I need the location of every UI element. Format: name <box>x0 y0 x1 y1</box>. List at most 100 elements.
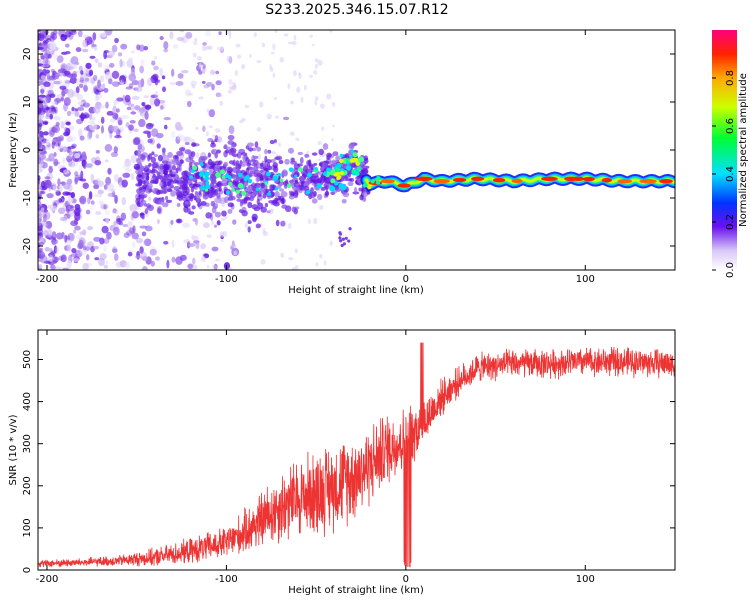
spectrogram-cell <box>44 34 52 41</box>
spectrogram-peak <box>351 168 356 174</box>
spectrogram-cell <box>38 107 46 115</box>
spectrogram-cell <box>164 124 168 130</box>
spectrogram-cell <box>43 230 49 237</box>
spectrogram-cell <box>188 183 196 189</box>
spectrogram-cell <box>184 201 191 205</box>
spectrogram-cell <box>227 134 235 141</box>
spectrogram-cell <box>297 151 304 156</box>
spectrogram-cell <box>50 127 58 133</box>
spectrogram-peak <box>336 175 341 181</box>
spectrogram-cell <box>122 223 129 228</box>
spectrogram-cell <box>114 135 122 139</box>
spectrogram-cell <box>119 58 123 68</box>
spectrogram-cell <box>179 147 186 152</box>
spectrogram-cell <box>152 73 159 81</box>
spectrogram-cell <box>71 143 77 148</box>
spectrogram-cell <box>39 141 46 145</box>
spectrogram-cell <box>74 110 80 117</box>
spectrogram-cell <box>239 120 244 124</box>
spectrogram-cell <box>49 255 53 263</box>
spectrogram-cell <box>59 85 67 90</box>
spectrogram-cell <box>314 63 318 70</box>
spectrogram-cell <box>338 232 343 236</box>
spectrogram-cell <box>215 80 222 86</box>
spectrogram-cell <box>359 194 364 201</box>
spectrogram-cell <box>303 165 309 172</box>
spectrogram-cell <box>38 264 42 269</box>
spectrogram-cell <box>244 104 250 108</box>
spectrogram-cell <box>260 259 266 265</box>
y-tick-label: 100 <box>22 518 33 537</box>
spectrogram-cell <box>63 70 71 76</box>
spectrogram-cell <box>159 169 164 176</box>
spectrogram-cell <box>38 222 42 226</box>
spectrogram-cell <box>177 73 184 79</box>
spectrogram-peak <box>335 171 341 176</box>
spectrogram-cell <box>311 152 318 156</box>
spectrogram-cell <box>157 207 162 214</box>
spectrogram-cell <box>252 191 256 198</box>
spectrogram-cell <box>228 79 233 86</box>
spectrogram-cell <box>269 208 274 212</box>
spectrogram-peak <box>335 167 341 172</box>
spectrogram-cell <box>97 180 105 187</box>
spectrogram-cell <box>82 245 87 251</box>
spectrogram-cell <box>248 147 254 152</box>
spectrogram-cell <box>311 163 316 168</box>
spectrogram-cell <box>82 48 89 53</box>
spectrogram-cell <box>202 222 210 229</box>
spectrogram-peak <box>330 178 336 184</box>
spectrogram-cell <box>59 216 68 222</box>
spectrogram-cell <box>298 72 301 76</box>
spectrogram-peak <box>345 158 351 163</box>
spectrogram-cell <box>160 102 166 110</box>
spectrogram-peak <box>204 171 210 177</box>
spectrogram-cell <box>44 58 50 67</box>
spectrogram-cell <box>74 171 79 177</box>
spectrogram-cell <box>247 226 251 233</box>
spectrogram-cell <box>278 188 285 192</box>
spectrogram-cell <box>70 220 78 227</box>
spectrogram-cell <box>95 133 100 139</box>
spectrogram-cell <box>206 234 212 238</box>
spectrogram-cell <box>64 126 68 134</box>
spectrogram-cell <box>191 257 196 265</box>
spectrogram-cell <box>198 96 204 100</box>
spectrogram-cell <box>87 131 93 140</box>
spectrogram-peak <box>355 161 360 166</box>
spectrogram-cell <box>45 106 51 111</box>
spectrogram-cell <box>93 183 99 189</box>
spectrogram-peak <box>659 179 673 184</box>
colorbar-tick-label: 0.2 <box>725 214 736 230</box>
colorbar-ticks: 0.0 0.2 0.4 0.6 0.8 <box>712 70 736 278</box>
spectrogram-cell <box>317 59 323 66</box>
spectrogram-cell <box>332 151 339 157</box>
spectrogram-cell <box>57 138 61 147</box>
spectrogram-cell <box>62 215 68 223</box>
spectrogram-cell <box>313 172 318 177</box>
spectrogram-cell <box>202 193 209 200</box>
spectrogram-cell <box>195 194 200 201</box>
spectrogram-cell <box>154 98 161 107</box>
spectrogram-peak <box>352 152 358 158</box>
spectrogram-cell <box>42 139 47 144</box>
spectrogram-peak <box>370 179 375 184</box>
spectrogram-cell <box>131 232 139 240</box>
spectrogram-cell <box>358 187 362 192</box>
spectrogram-cell <box>82 229 87 236</box>
spectrogram-cell <box>43 39 49 44</box>
spectrogram-cell <box>124 94 131 103</box>
colorbar-tick-label: 0.8 <box>725 70 736 86</box>
spectrogram-cell <box>187 171 191 176</box>
spectrogram-cell <box>38 155 42 165</box>
spectrogram-cell <box>49 113 53 120</box>
spectrogram-peak <box>235 189 240 194</box>
spectrogram-cell <box>54 266 62 270</box>
spectrogram-cell <box>271 200 278 205</box>
spectrogram-cell <box>131 241 136 248</box>
colorbar-tick-label: 0.0 <box>725 262 736 278</box>
spectrogram-cell <box>344 236 348 240</box>
spectrogram-cell <box>331 138 334 142</box>
